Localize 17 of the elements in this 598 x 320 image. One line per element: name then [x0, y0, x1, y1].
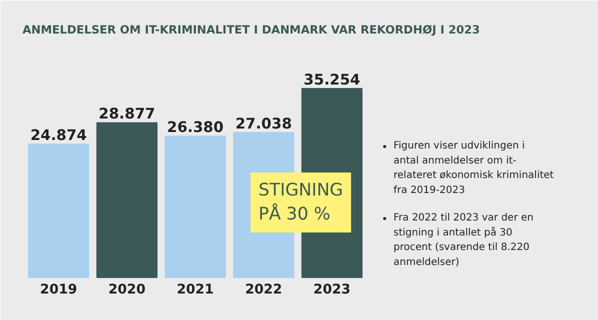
data-label: 27.038	[235, 116, 292, 133]
x-tick-label: 2019	[40, 282, 78, 298]
x-tick-label: 2023	[313, 282, 351, 298]
x-tick-label: 2020	[108, 282, 146, 298]
data-label: 26.380	[167, 119, 224, 136]
annotation: STIGNING PÅ 30 %	[258, 180, 344, 224]
bar	[96, 122, 158, 278]
bar	[28, 144, 90, 278]
data-label: 24.874	[30, 127, 87, 144]
text: • Figuren viser udviklingen i antal anmeldelser om it-relateret økonomisk kriminalitet fra 2019-2023	[382, 140, 554, 196]
x-tick-label: 2022	[245, 282, 282, 298]
chart-title: ANMELDELSER OM IT-KRIMINALITET I DANMARK VAR REKORDHØJ I 2023	[22, 22, 480, 36]
bar	[164, 136, 226, 278]
x-tick-label: 2021	[176, 282, 214, 298]
text: • Fra 2022 til 2023 var der en stigning i antallet på 30 procent (svarende til 8.220 anmeldelser)	[382, 212, 534, 268]
data-label: 35.254	[304, 72, 360, 88]
data-label: 28.877	[98, 106, 156, 123]
